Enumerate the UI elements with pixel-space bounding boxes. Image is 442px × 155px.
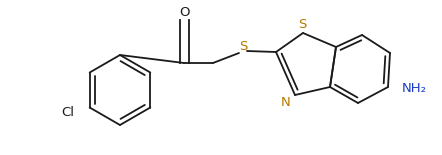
Text: N: N [281,95,291,108]
Text: S: S [239,40,247,53]
Text: S: S [298,18,306,31]
Text: Cl: Cl [62,106,75,119]
Text: NH₂: NH₂ [402,82,427,95]
Text: O: O [179,7,189,20]
